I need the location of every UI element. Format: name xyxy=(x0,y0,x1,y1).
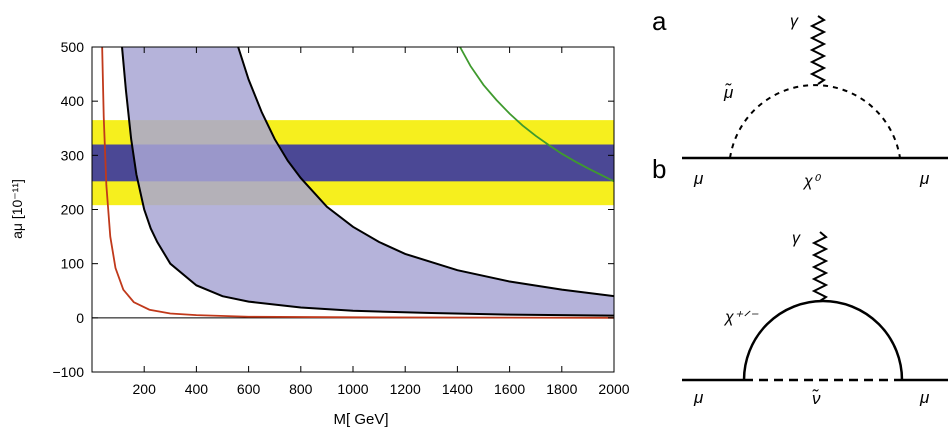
muon-label-b-right: μ xyxy=(919,388,930,407)
y-axis-label: aμ [10⁻¹¹] xyxy=(9,179,25,239)
plot-area xyxy=(92,47,614,319)
x-tick-label: 200 xyxy=(133,381,157,397)
panel-b-label: b xyxy=(652,154,666,184)
x-tick-label: 1600 xyxy=(494,381,525,397)
y-tick-label: 500 xyxy=(61,39,85,55)
x-tick-label: 1200 xyxy=(390,381,421,397)
smuon-dotted-arc xyxy=(729,84,901,159)
x-tick-label: 1800 xyxy=(546,381,577,397)
smuon-label: μ̃ xyxy=(723,82,734,102)
muon-label-a-left: μ xyxy=(693,169,704,188)
y-tick-label: 300 xyxy=(61,147,85,163)
black-curve-lower xyxy=(121,47,614,317)
x-axis-label: M[ GeV] xyxy=(333,411,388,428)
shaded-region xyxy=(122,47,614,316)
photon-label-b: γ xyxy=(792,230,801,247)
diagram-b: γ χ⁺ᐟ⁻ μ ν̃ μ xyxy=(682,230,948,408)
chart: 200 400 600 800 1000 1200 1400 1600 1800 2000−100… xyxy=(9,39,630,428)
muon-label-b-left: μ xyxy=(693,388,704,407)
y-tick-label: 0 xyxy=(76,310,84,326)
photon-label-a: γ xyxy=(790,13,799,30)
y-tick-label: 200 xyxy=(61,202,85,218)
y-tick-label: 400 xyxy=(61,93,85,109)
x-tick-label: 600 xyxy=(237,381,261,397)
x-tick-label: 1400 xyxy=(442,381,473,397)
x-tick-label: 2000 xyxy=(598,381,629,397)
panel-a-label: a xyxy=(652,6,667,36)
x-tick-label: 1000 xyxy=(337,381,368,397)
neutralino-label: χ⁰ xyxy=(802,173,822,190)
x-tick-label: 800 xyxy=(289,381,313,397)
green-curve xyxy=(459,47,614,183)
diagram-a: γ μ̃ μ χ⁰ μ xyxy=(682,13,948,190)
red-curve xyxy=(101,47,614,319)
photon-wavy-line-b xyxy=(811,231,829,302)
photon-wavy-line-a xyxy=(809,15,827,85)
black-curve-upper xyxy=(237,47,614,298)
y-tick-label: −100 xyxy=(52,364,84,380)
x-tick-label: 400 xyxy=(185,381,209,397)
chargino-arc xyxy=(742,299,904,381)
y-tick-label: 100 xyxy=(61,256,85,272)
muon-label-a-right: μ xyxy=(919,169,930,188)
sneutrino-label: ν̃ xyxy=(812,388,822,408)
chargino-label: χ⁺ᐟ⁻ xyxy=(723,309,759,326)
feynman-diagrams: a b γ μ̃ μ χ⁰ μ γ χ⁺ᐟ⁻ μ ν̃ μ xyxy=(652,6,948,408)
axes: 200 400 600 800 1000 1200 1400 1600 1800 2000−100… xyxy=(52,39,629,397)
